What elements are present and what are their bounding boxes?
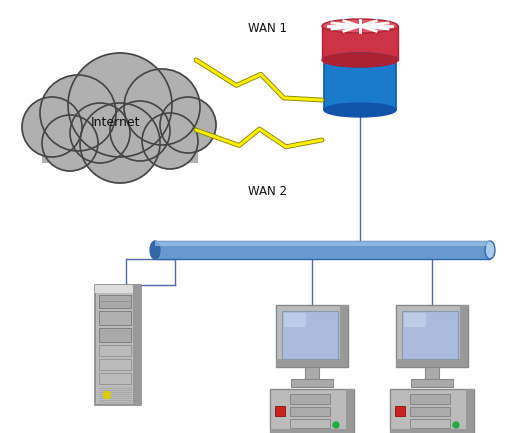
- Bar: [99, 345, 131, 356]
- Bar: [99, 328, 131, 342]
- Circle shape: [40, 75, 116, 151]
- Bar: [411, 379, 453, 387]
- Bar: [410, 394, 450, 404]
- Ellipse shape: [324, 103, 396, 117]
- Circle shape: [142, 113, 198, 169]
- Bar: [346, 389, 354, 433]
- Bar: [396, 305, 468, 367]
- Circle shape: [110, 101, 170, 161]
- Bar: [270, 429, 354, 433]
- Bar: [322, 26, 398, 60]
- Circle shape: [160, 97, 216, 153]
- Ellipse shape: [324, 53, 396, 67]
- Text: WAN 1: WAN 1: [248, 22, 287, 35]
- Bar: [410, 407, 450, 416]
- Bar: [410, 419, 450, 428]
- Circle shape: [68, 53, 172, 157]
- Bar: [402, 311, 458, 359]
- Bar: [275, 406, 285, 416]
- Circle shape: [80, 103, 160, 183]
- Bar: [95, 285, 133, 293]
- Circle shape: [22, 97, 82, 157]
- Bar: [155, 241, 490, 246]
- Bar: [42, 125, 198, 163]
- Bar: [99, 295, 131, 308]
- Bar: [466, 389, 474, 433]
- Bar: [290, 394, 330, 404]
- Ellipse shape: [485, 241, 495, 259]
- Bar: [270, 389, 354, 433]
- Bar: [290, 407, 330, 416]
- Bar: [395, 406, 405, 416]
- Bar: [396, 359, 468, 367]
- Circle shape: [453, 422, 459, 428]
- Bar: [305, 367, 319, 379]
- Bar: [291, 379, 333, 387]
- Bar: [390, 429, 474, 433]
- Bar: [155, 241, 490, 259]
- Circle shape: [42, 115, 98, 171]
- Bar: [390, 389, 474, 433]
- Circle shape: [333, 422, 339, 428]
- Bar: [324, 60, 396, 110]
- Text: Internet: Internet: [90, 116, 140, 129]
- Bar: [276, 305, 348, 367]
- Bar: [282, 311, 338, 359]
- Bar: [404, 313, 427, 327]
- Bar: [99, 359, 131, 370]
- Bar: [425, 367, 439, 379]
- Bar: [276, 359, 348, 367]
- Bar: [99, 311, 131, 325]
- Circle shape: [124, 69, 200, 145]
- Circle shape: [104, 391, 110, 398]
- Bar: [340, 305, 348, 367]
- Bar: [290, 419, 330, 428]
- Ellipse shape: [150, 241, 160, 259]
- Bar: [284, 313, 307, 327]
- Ellipse shape: [322, 19, 398, 33]
- Text: WAN 2: WAN 2: [248, 185, 287, 198]
- Bar: [95, 285, 141, 405]
- Ellipse shape: [322, 53, 398, 67]
- Bar: [99, 373, 131, 384]
- Bar: [460, 305, 468, 367]
- Circle shape: [70, 103, 130, 163]
- Bar: [133, 285, 141, 405]
